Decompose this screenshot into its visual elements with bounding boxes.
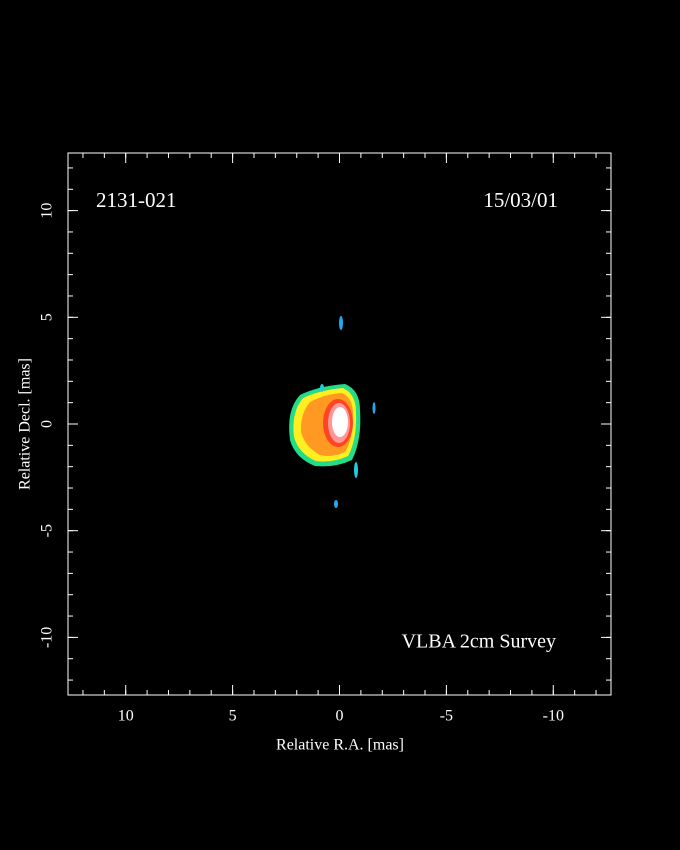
x-axis-label: Relative R.A. [mas]: [276, 737, 404, 754]
x-tick-label: -5: [440, 708, 453, 725]
epoch: 15/03/01: [483, 188, 558, 212]
x-tick-label: -10: [543, 708, 564, 725]
core: [332, 407, 348, 437]
y-tick-label: 10: [39, 203, 56, 219]
y-tick-label: 5: [39, 313, 56, 321]
source-name: 2131-021: [96, 188, 177, 212]
y-tick-label: -10: [39, 627, 56, 648]
component: [354, 462, 358, 478]
component: [339, 316, 343, 330]
y-axis-label: Relative Decl. [mas]: [17, 358, 34, 490]
component: [334, 500, 338, 508]
x-tick-label: 5: [229, 708, 237, 725]
component: [372, 402, 376, 414]
survey-label: VLBA 2cm Survey: [402, 631, 556, 653]
x-tick-label: 0: [336, 708, 344, 725]
y-tick-label: -5: [39, 524, 56, 537]
component: [320, 384, 324, 392]
y-tick-label: 0: [39, 420, 56, 428]
x-tick-label: 10: [118, 708, 134, 725]
source-image: [289, 316, 376, 508]
